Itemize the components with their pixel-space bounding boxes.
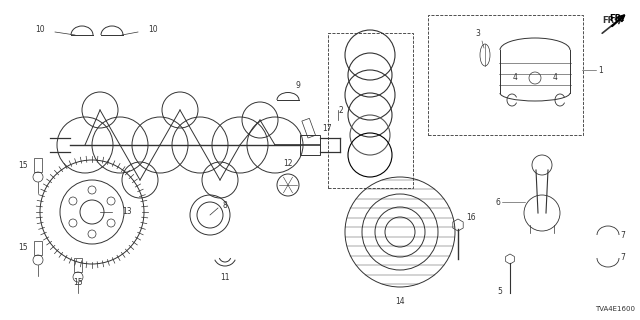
Text: 16: 16 bbox=[466, 212, 476, 221]
Text: 7: 7 bbox=[620, 230, 625, 239]
Text: 14: 14 bbox=[395, 297, 405, 306]
Text: 17: 17 bbox=[322, 124, 332, 132]
Text: 13: 13 bbox=[122, 207, 132, 217]
Text: 3: 3 bbox=[476, 29, 481, 38]
Text: FR.: FR. bbox=[602, 16, 618, 25]
Text: 15: 15 bbox=[19, 161, 28, 170]
Text: 15: 15 bbox=[73, 278, 83, 287]
Text: TVA4E1600: TVA4E1600 bbox=[595, 306, 635, 312]
Bar bbox=[34, 158, 42, 172]
Text: 10: 10 bbox=[148, 25, 157, 34]
Bar bbox=[300, 135, 320, 155]
Bar bbox=[302, 118, 316, 138]
Text: 6: 6 bbox=[495, 197, 500, 206]
Bar bbox=[34, 241, 42, 255]
Text: 1: 1 bbox=[598, 66, 603, 75]
Text: FR.: FR. bbox=[609, 13, 625, 22]
Text: 4: 4 bbox=[513, 73, 517, 82]
Bar bbox=[428, 15, 583, 135]
Text: 9: 9 bbox=[295, 81, 300, 90]
Text: 4: 4 bbox=[552, 73, 557, 82]
Bar bbox=[328, 33, 413, 188]
Bar bbox=[74, 258, 82, 272]
Text: 8: 8 bbox=[222, 201, 227, 210]
Text: 2: 2 bbox=[338, 106, 343, 115]
Text: 12: 12 bbox=[284, 159, 292, 168]
Text: 7: 7 bbox=[620, 253, 625, 262]
Text: 5: 5 bbox=[497, 287, 502, 296]
Text: 15: 15 bbox=[19, 244, 28, 252]
Text: 11: 11 bbox=[220, 273, 230, 282]
Text: 10: 10 bbox=[35, 25, 45, 34]
